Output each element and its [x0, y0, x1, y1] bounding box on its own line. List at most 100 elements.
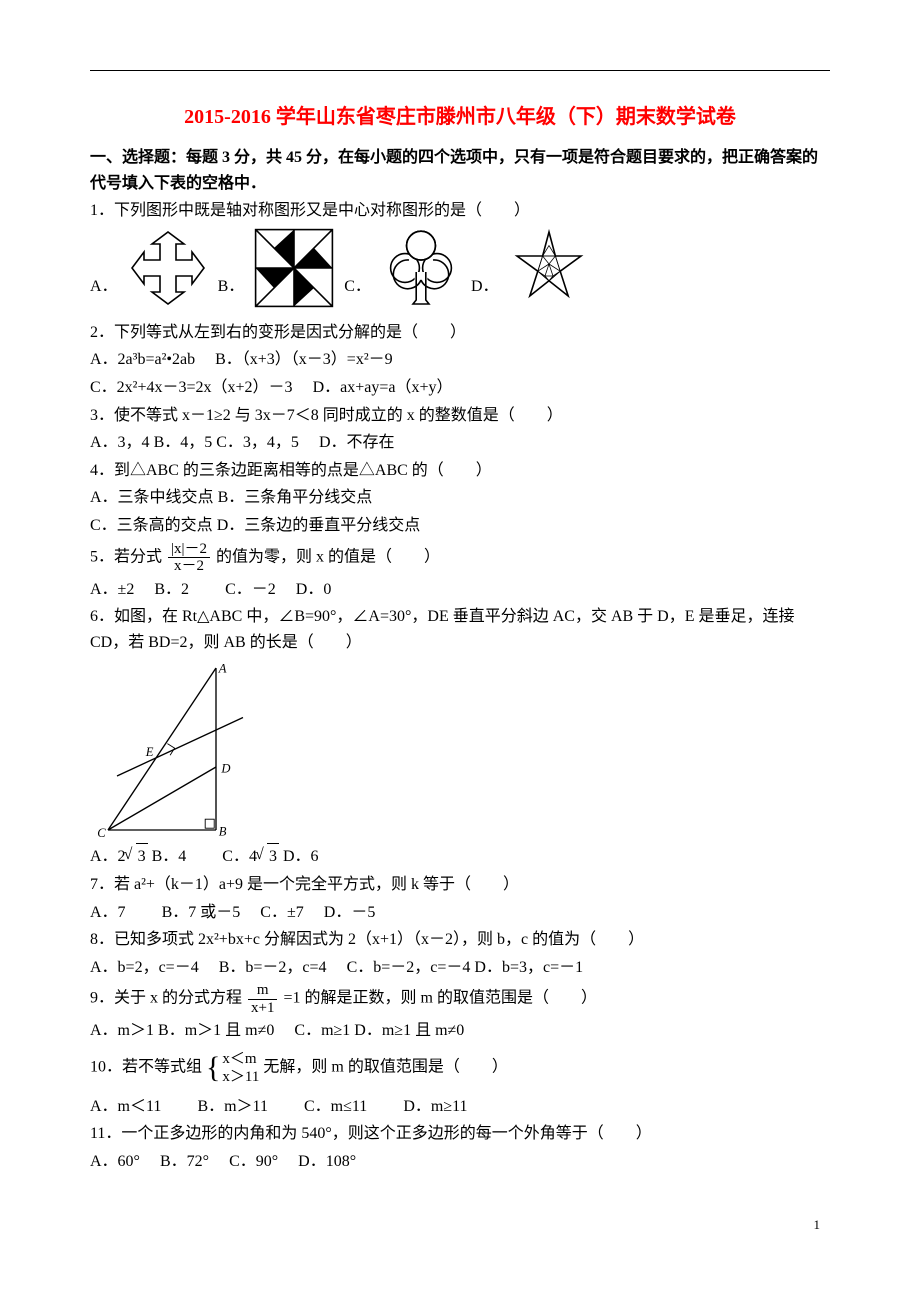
q1-figure-b — [254, 228, 334, 308]
q10-opts: A．m＜11 B．m＞11 C．m≤11 D．m≥11 — [90, 1094, 830, 1120]
q5-optA: A．±2 — [90, 577, 134, 603]
q9-den: x+1 — [248, 1000, 277, 1017]
q8-text: 8．已知多项式 2x²+bx+c 分解因式为 2（x+1）（x－2），则 b，c… — [90, 927, 830, 953]
q9-num: m — [248, 982, 277, 1000]
q6-figure: A B C D E — [90, 659, 270, 839]
q5-fraction: |x|－2 x－2 — [168, 541, 210, 575]
q7-optD: D．－5 — [324, 900, 376, 926]
exam-title: 2015-2016 学年山东省枣庄市滕州市八年级（下）期末数学试卷 — [90, 101, 830, 133]
q5-post: 的值为零，则 x 的值是（ ） — [216, 548, 440, 565]
q4-optA: A．三条中线交点 — [90, 485, 214, 511]
q10-optA: A．m＜11 — [90, 1094, 161, 1120]
q10-line1: x＜m — [222, 1050, 259, 1068]
q3-opts: A．3，4 B．4，5 C．3，4，5 D．不存在 — [90, 430, 830, 456]
q11-optC: C．90° — [229, 1149, 278, 1175]
q7-optA: A．7 — [90, 900, 126, 926]
q1-label-b: B． — [218, 274, 245, 300]
q8-opts: A．b=2，c=－4 B．b=－2，c=4 C．b=－2，c=－4 D．b=3，… — [90, 955, 830, 981]
q9-fraction: m x+1 — [248, 982, 277, 1016]
q9-post: =1 的解是正数，则 m 的取值范围是（ ） — [283, 990, 596, 1007]
q9-optB: B．m＞1 且 m≠0 — [158, 1018, 274, 1044]
q2-optD: D．ax+ay=a（x+y） — [313, 375, 453, 401]
q1-label-d: D． — [471, 274, 499, 300]
q6-text: 6．如图，在 Rt△ABC 中，∠B=90°，∠A=30°，DE 垂直平分斜边 … — [90, 604, 830, 655]
q7-text: 7．若 a²+（k－1）a+9 是一个完全平方式，则 k 等于（ ） — [90, 872, 830, 898]
q4-optC: C．三条高的交点 — [90, 513, 213, 539]
q9-text: 9．关于 x 的分式方程 m x+1 =1 的解是正数，则 m 的取值范围是（ … — [90, 982, 830, 1016]
q6-opts: A．23 B．4 C．43 D．6 — [90, 843, 830, 870]
q3-optB: B．4，5 — [154, 430, 213, 456]
q6-optA-sqrt: 3 — [126, 843, 148, 870]
q6-optC-pre: C．4 — [222, 844, 257, 870]
q3-optC: C．3，4，5 — [216, 430, 299, 456]
q1-label-a: A． — [90, 274, 118, 300]
q9-optC: C．m≥1 — [294, 1018, 350, 1044]
q11-text: 11．一个正多边形的内角和为 540°，则这个正多边形的每一个外角等于（ ） — [90, 1121, 830, 1147]
brace-icon: { — [206, 1053, 220, 1083]
q5-pre: 5．若分式 — [90, 548, 162, 565]
q1-figure-c — [381, 228, 461, 308]
q11-optD: D．108° — [298, 1149, 356, 1175]
q4-opts-row2: C．三条高的交点 D．三条边的垂直平分线交点 — [90, 513, 830, 539]
svg-text:E: E — [145, 746, 154, 760]
q4-opts-row1: A．三条中线交点 B．三条角平分线交点 — [90, 485, 830, 511]
q8-optA: A．b=2，c=－4 — [90, 955, 199, 981]
q2-opts-row1: A．2a³b=a²•2ab B．（x+3）（x－3）=x²－9 — [90, 347, 830, 373]
q7-optB: B．7 或－5 — [162, 900, 241, 926]
q2-optC: C．2x²+4x－3=2x（x+2）－3 — [90, 375, 293, 401]
q10-post: 无解，则 m 的取值范围是（ ） — [263, 1059, 507, 1076]
q7-optC: C．±7 — [260, 900, 303, 926]
q11-opts: A．60° B．72° C．90° D．108° — [90, 1149, 830, 1175]
svg-text:A: A — [218, 662, 227, 676]
q8-optB: B．b=－2，c=4 — [219, 955, 327, 981]
q9-optD: D．m≥1 且 m≠0 — [354, 1018, 464, 1044]
q3-optD: D．不存在 — [319, 430, 395, 456]
q8-optD: D．b=3，c=－1 — [474, 955, 583, 981]
q5-text: 5．若分式 |x|－2 x－2 的值为零，则 x 的值是（ ） — [90, 541, 830, 575]
q1-options: A． B． C． D． — [90, 228, 830, 308]
top-rule — [90, 70, 830, 71]
q6-optC-sqrt: 3 — [257, 843, 279, 870]
q2-text: 2．下列等式从左到右的变形是因式分解的是（ ） — [90, 320, 830, 346]
q6-optD: D．6 — [283, 844, 319, 870]
svg-text:D: D — [220, 762, 230, 776]
q10-text: 10．若不等式组 { x＜m x＞11 无解，则 m 的取值范围是（ ） — [90, 1050, 830, 1086]
section-header: 一、选择题：每题 3 分，共 45 分，在每小题的四个选项中，只有一项是符合题目… — [90, 145, 830, 196]
page-number: 1 — [90, 1215, 830, 1236]
q7-opts: A．7 B．7 或－5 C．±7 D．－5 — [90, 900, 830, 926]
q9-optA: A．m＞1 — [90, 1018, 154, 1044]
q4-text: 4．到△ABC 的三条边距离相等的点是△ABC 的（ ） — [90, 458, 830, 484]
q10-system: { x＜m x＞11 — [206, 1050, 259, 1086]
q9-pre: 9．关于 x 的分式方程 — [90, 990, 242, 1007]
q6-optB: B．4 — [152, 844, 187, 870]
q10-optB: B．m＞11 — [197, 1094, 268, 1120]
q8-optC: C．b=－2，c=－4 — [347, 955, 471, 981]
q10-optC: C．m≤11 — [304, 1094, 367, 1120]
q10-optD: D．m≥11 — [403, 1094, 467, 1120]
q4-optD: D．三条边的垂直平分线交点 — [217, 513, 421, 539]
svg-text:C: C — [97, 827, 106, 840]
q6-optA-pre: A．2 — [90, 844, 126, 870]
q9-opts: A．m＞1 B．m＞1 且 m≠0 C．m≥1 D．m≥1 且 m≠0 — [90, 1018, 830, 1044]
q5-den: x－2 — [168, 558, 210, 575]
q2-optB: B．（x+3）（x－3）=x²－9 — [215, 347, 393, 373]
q3-text: 3．使不等式 x－1≥2 与 3x－7＜8 同时成立的 x 的整数值是（ ） — [90, 403, 830, 429]
q2-optA: A．2a³b=a²•2ab — [90, 347, 195, 373]
q3-optA: A．3，4 — [90, 430, 150, 456]
q5-optB: B．2 — [154, 577, 189, 603]
q11-optA: A．60° — [90, 1149, 140, 1175]
q1-text: 1．下列图形中既是轴对称图形又是中心对称图形的是（ ） — [90, 198, 830, 224]
q4-optB: B．三条角平分线交点 — [218, 485, 373, 511]
q5-num: |x|－2 — [168, 541, 210, 559]
q1-figure-d — [509, 228, 589, 308]
q5-optC: C．－2 — [225, 577, 276, 603]
q5-opts: A．±2 B．2 C．－2 D．0 — [90, 577, 830, 603]
q10-line2: x＞11 — [222, 1068, 259, 1086]
q2-opts-row2: C．2x²+4x－3=2x（x+2）－3 D．ax+ay=a（x+y） — [90, 375, 830, 401]
svg-text:B: B — [219, 825, 227, 839]
q1-label-c: C． — [344, 274, 371, 300]
q1-figure-a — [128, 228, 208, 308]
q11-optB: B．72° — [160, 1149, 209, 1175]
q10-pre: 10．若不等式组 — [90, 1059, 202, 1076]
q5-optD: D．0 — [296, 577, 332, 603]
